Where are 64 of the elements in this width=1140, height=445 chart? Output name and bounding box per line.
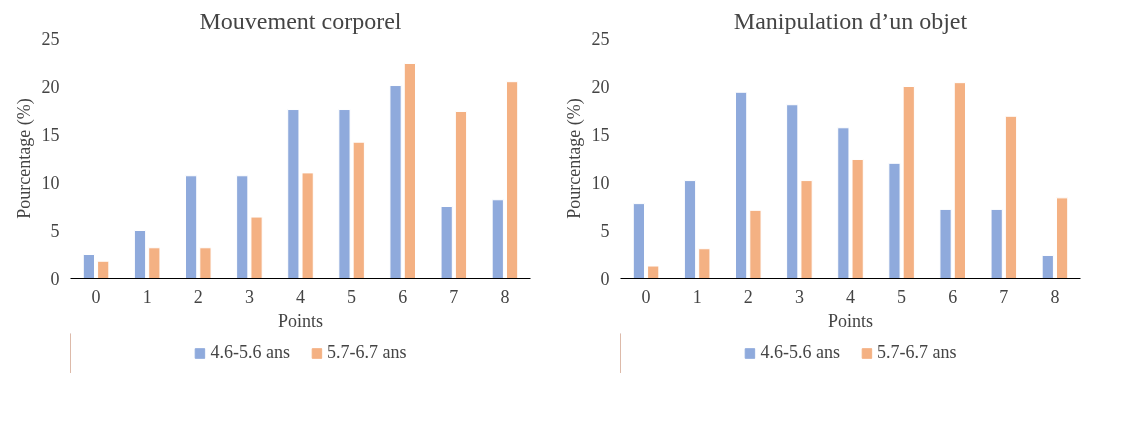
legend-label: 5.7-6.7 ans	[327, 342, 407, 363]
bar	[148, 247, 161, 279]
y-axis-title: Pourcentage (%)	[563, 98, 585, 219]
bar	[185, 175, 198, 279]
bar	[389, 85, 402, 279]
x-tick-label: 1	[142, 286, 152, 307]
x-tick-label: 8	[500, 286, 510, 307]
x-tick-label: 0	[91, 286, 101, 307]
bar	[953, 82, 966, 279]
y-tick-label: 0	[50, 269, 60, 289]
bar	[491, 199, 504, 279]
x-tick-label: 6	[398, 286, 408, 307]
bar	[647, 265, 660, 279]
y-tick-label: 10	[591, 173, 610, 193]
bar	[698, 248, 711, 279]
y-tick-label: 25	[591, 29, 610, 49]
x-tick-label: 4	[846, 286, 855, 307]
y-tick-label: 15	[41, 125, 60, 145]
legend-label: 4.6-5.6 ans	[210, 342, 290, 363]
x-tick-label: 8	[1050, 286, 1060, 307]
bar	[749, 209, 762, 279]
bar	[403, 62, 416, 279]
y-tick-label: 0	[600, 269, 610, 289]
bar	[440, 206, 453, 279]
bar	[735, 91, 748, 279]
y-tick-label: 20	[41, 77, 60, 97]
x-tick-label: 7	[449, 286, 459, 307]
x-tick-label: 1	[692, 286, 702, 307]
bar	[97, 260, 110, 279]
legend-label: 4.6-5.6 ans	[760, 342, 840, 363]
x-axis-title: Points	[827, 310, 874, 331]
bar	[454, 110, 468, 279]
chart-title: Manipulation d’un objet	[733, 7, 968, 34]
bar	[683, 180, 697, 279]
bar	[82, 254, 96, 279]
y-tick-label: 15	[591, 125, 610, 145]
x-tick-label: 5	[897, 286, 907, 307]
x-tick-label: 3	[794, 286, 804, 307]
y-axis-title: Pourcentage (%)	[13, 98, 35, 219]
x-tick-label: 2	[193, 286, 203, 307]
bar	[1041, 254, 1054, 279]
x-tick-label: 7	[999, 286, 1009, 307]
bar	[990, 208, 1003, 279]
legend-label: 5.7-6.7 ans	[877, 342, 957, 363]
bar	[632, 203, 646, 279]
bar	[505, 81, 519, 279]
bar	[1055, 197, 1069, 279]
x-tick-label: 3	[244, 286, 254, 307]
x-tick-label: 4	[296, 286, 305, 307]
bar	[939, 208, 952, 279]
x-tick-label: 6	[948, 286, 958, 307]
x-tick-label: 0	[641, 286, 651, 307]
y-tick-label: 5	[50, 221, 60, 241]
x-axis-title: Points	[277, 310, 324, 331]
y-tick-label: 20	[591, 77, 610, 97]
bar	[1004, 115, 1018, 279]
y-tick-label: 10	[41, 173, 60, 193]
bar	[133, 230, 147, 279]
y-tick-label: 25	[41, 29, 60, 49]
bar	[199, 247, 212, 279]
x-tick-label: 5	[347, 286, 357, 307]
chart-title: Mouvement corporel	[199, 7, 402, 34]
x-tick-label: 2	[743, 286, 753, 307]
y-tick-label: 5	[600, 221, 610, 241]
